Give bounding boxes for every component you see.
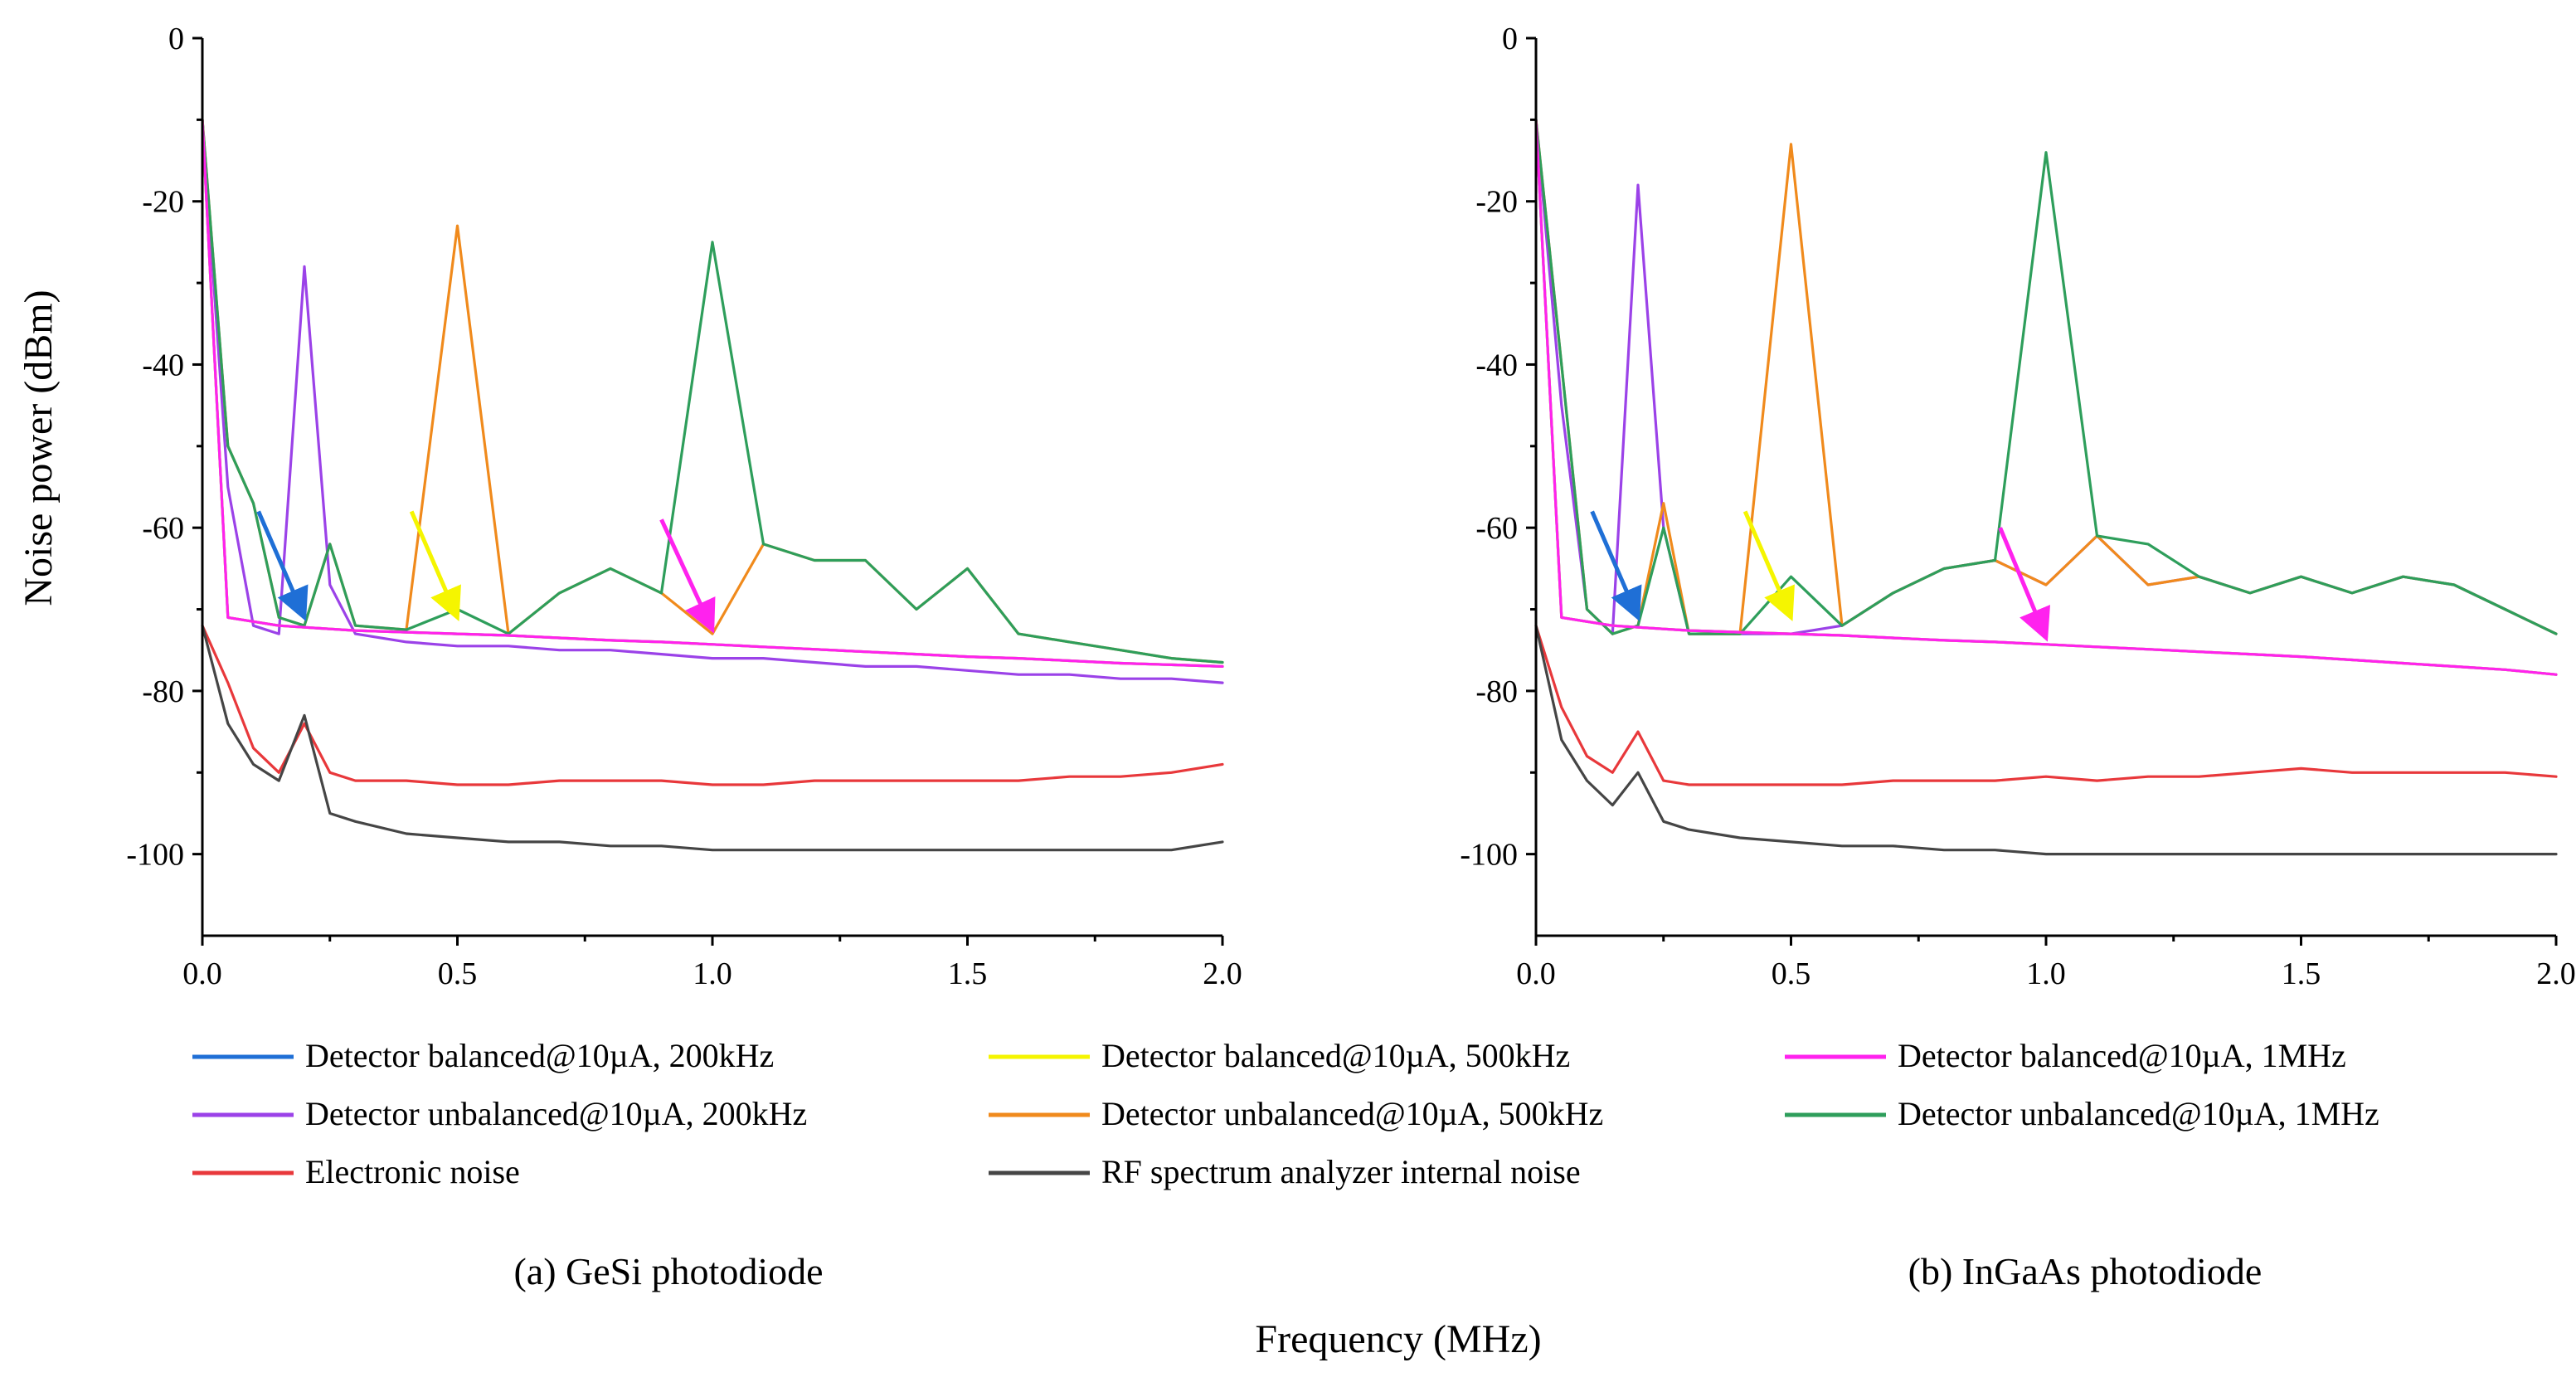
series-line-electronic-noise [1534, 624, 2558, 786]
series-line-detector-unbalanced-10-a-500khz [1534, 118, 2558, 635]
series-line-detector-balanced-10-a-500khz [1534, 118, 2558, 676]
legend-label: Detector balanced@10µA, 1MHz [1898, 1037, 2346, 1074]
legend-label: Detector balanced@10µA, 500kHz [1101, 1037, 1570, 1074]
series-line-detector-unbalanced-10-a-200khz [201, 118, 1224, 684]
annotation-arrow [409, 510, 461, 621]
legend-label: Electronic noise [305, 1153, 520, 1190]
series-line-electronic-noise [201, 624, 1224, 786]
panel-ingaas: 0.0 0.5 1.0 1.5 2.0 0 -20 -40 -60 -80 -100 (b) InG… [1460, 22, 2575, 1292]
panel-caption-ingaas: (b) InGaAs photodiode [1908, 1250, 2263, 1292]
y-tick-label: 0 [168, 22, 184, 56]
series-line-detector-unbalanced-10-a-200khz [1534, 118, 2558, 635]
x-tick-label: 0.5 [1772, 956, 1811, 991]
x-tick-label: 1.5 [948, 956, 988, 991]
y-tick-label: -80 [142, 674, 184, 709]
legend-item: Detector unbalanced@10µA, 200kHz [192, 1095, 807, 1132]
y-tick-label: -40 [1475, 348, 1518, 382]
series-line-detector-balanced-10-a-200khz [201, 118, 1224, 669]
x-tick-label: 1.5 [2282, 956, 2321, 991]
panel-gesi: 0.0 0.5 1.0 1.5 2.0 0 -20 -40 -60 -80 -100 (a) GeS… [126, 22, 1242, 1292]
panel-caption-gesi: (a) GeSi photodiode [513, 1250, 823, 1292]
series-line-rf-spectrum-analyzer-internal-noise [201, 624, 1224, 852]
series-line-detector-balanced-10-a-500khz [201, 118, 1224, 669]
legend-label: Detector unbalanced@10µA, 500kHz [1101, 1095, 1603, 1132]
annotation-arrow [659, 518, 716, 634]
x-tick-label: 0.5 [438, 956, 478, 991]
x-tick-label: 0.0 [182, 956, 222, 991]
annotation-arrow [1590, 510, 1642, 621]
legend-item: Electronic noise [192, 1153, 520, 1190]
y-tick-label: -80 [1475, 674, 1518, 709]
series-line-detector-unbalanced-10-a-1mhz [1534, 118, 2558, 635]
legend: Detector balanced@10µA, 200kHz Detector b… [192, 1037, 2379, 1190]
legend-item: Detector balanced@10µA, 1MHz [1785, 1037, 2346, 1074]
y-tick-label: -100 [126, 838, 184, 873]
series-line-detector-balanced-10-a-1mhz [1534, 118, 2558, 676]
y-tick-label: 0 [1502, 22, 1518, 56]
y-axis-label: Noise power (dBm) [17, 290, 61, 606]
legend-item: Detector balanced@10µA, 500kHz [989, 1037, 1570, 1074]
y-tick-label: -20 [142, 185, 184, 220]
x-tick-label: 2.0 [2536, 956, 2576, 991]
legend-item: Detector unbalanced@10µA, 1MHz [1785, 1095, 2379, 1132]
y-tick-label: -100 [1460, 838, 1518, 873]
x-axis-label: Frequency (MHz) [1255, 1317, 1541, 1361]
y-tick-label: -40 [142, 348, 184, 382]
annotation-arrow [1742, 510, 1795, 621]
series-line-detector-balanced-10-a-1mhz [201, 118, 1224, 669]
annotation-arrow [256, 510, 309, 621]
legend-item: Detector unbalanced@10µA, 500kHz [989, 1095, 1603, 1132]
legend-label: Detector unbalanced@10µA, 1MHz [1898, 1095, 2379, 1132]
x-tick-label: 1.0 [2026, 956, 2066, 991]
annotation-arrow [1998, 527, 2050, 642]
y-tick-label: -60 [1475, 511, 1518, 546]
series-line-detector-unbalanced-10-a-1mhz [201, 118, 1224, 664]
legend-item: Detector balanced@10µA, 200kHz [192, 1037, 774, 1074]
y-tick-label: -20 [1475, 185, 1518, 220]
legend-label: Detector balanced@10µA, 200kHz [305, 1037, 774, 1074]
series-line-detector-balanced-10-a-200khz [1534, 118, 2558, 676]
x-tick-label: 2.0 [1203, 956, 1242, 991]
x-tick-label: 1.0 [693, 956, 732, 991]
y-tick-label: -60 [142, 511, 184, 546]
series-line-rf-spectrum-analyzer-internal-noise [1534, 624, 2558, 856]
x-tick-label: 0.0 [1516, 956, 1556, 991]
legend-item: RF spectrum analyzer internal noise [989, 1153, 1581, 1190]
legend-label: RF spectrum analyzer internal noise [1101, 1153, 1581, 1190]
legend-label: Detector unbalanced@10µA, 200kHz [305, 1095, 807, 1132]
series-line-detector-unbalanced-10-a-500khz [201, 118, 1224, 664]
